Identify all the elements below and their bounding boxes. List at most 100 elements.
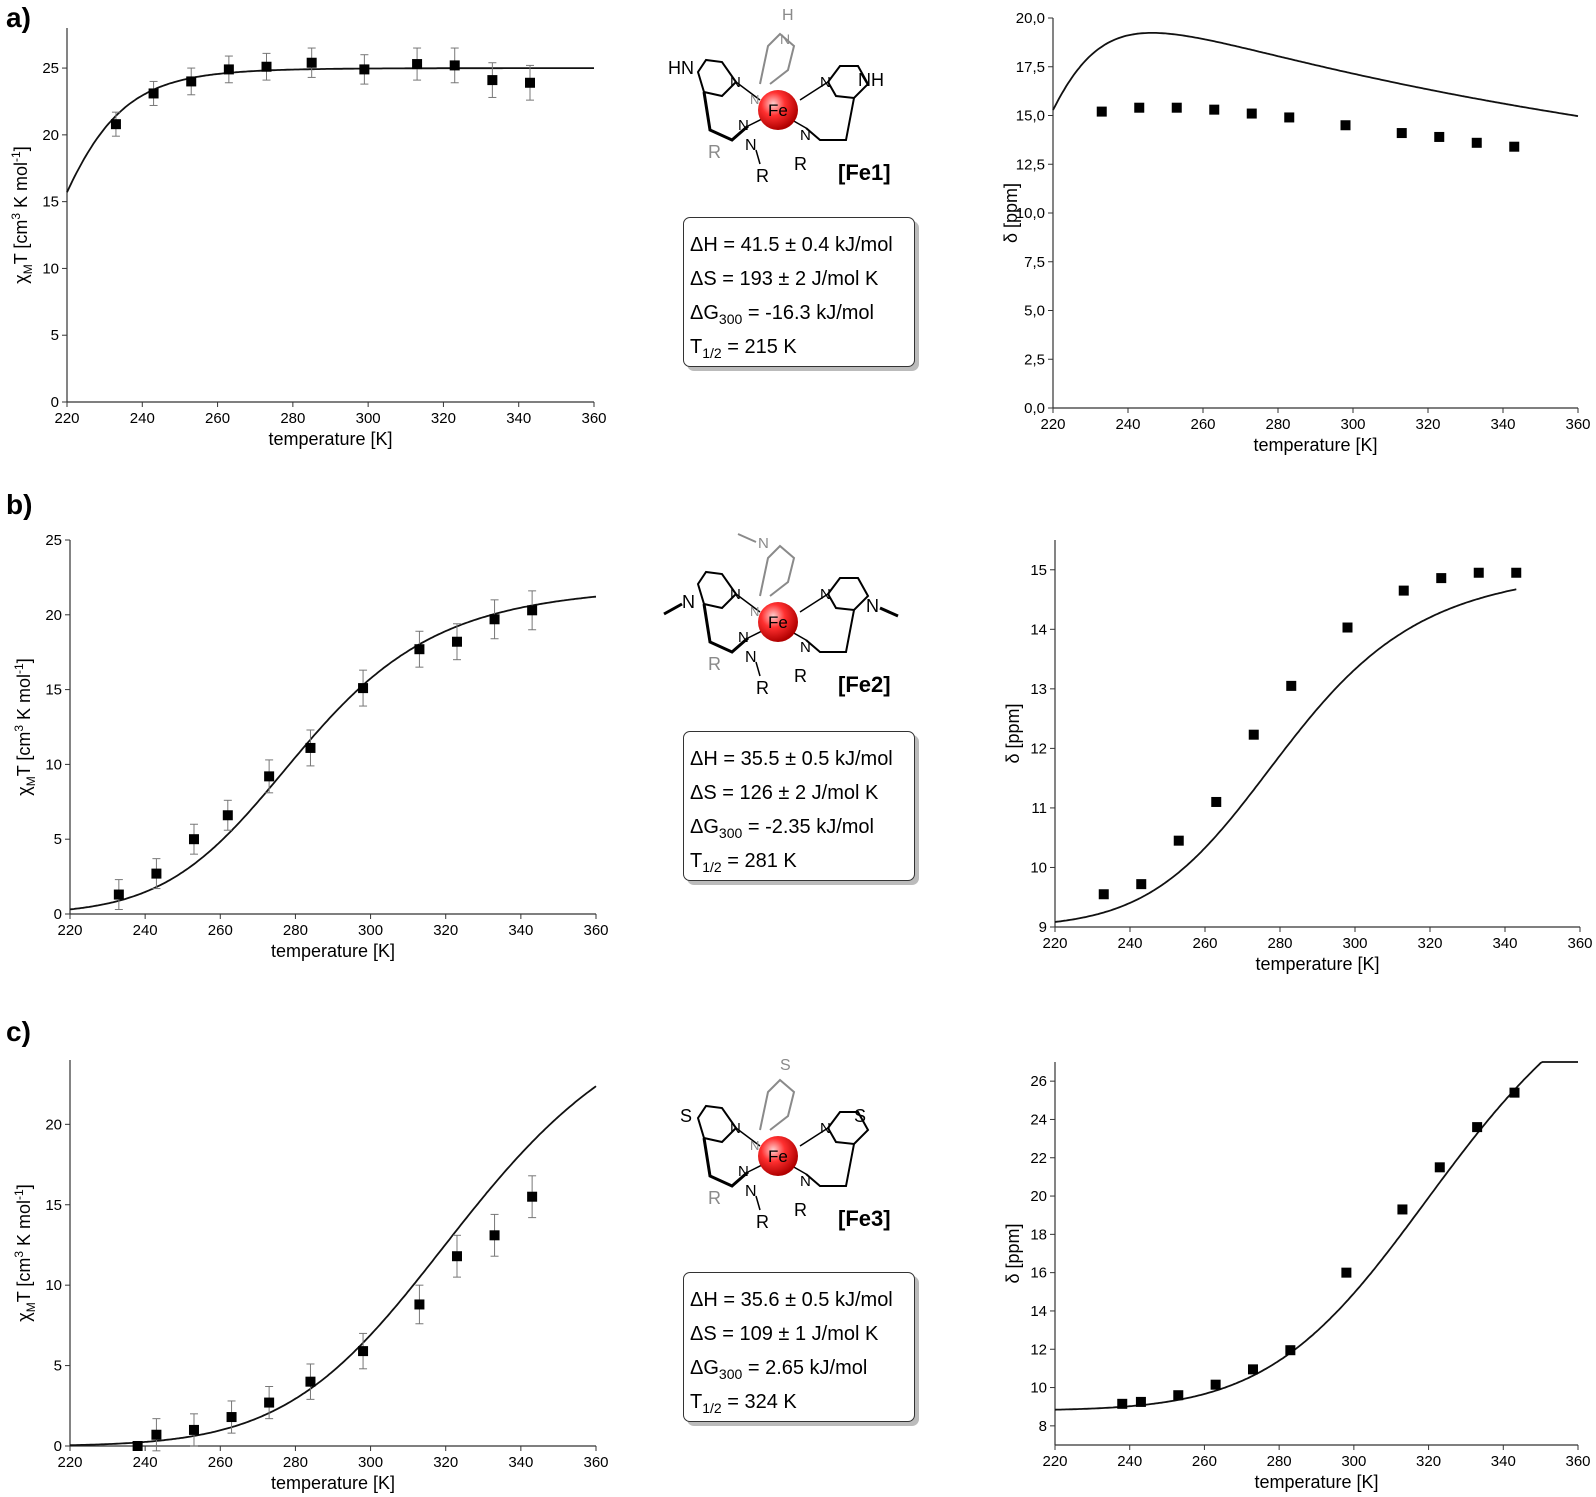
chart-a-chi: 220 240 260 280 300 320 340 360 0 5 10 15 20 25 temper…	[9, 28, 607, 449]
x-tick-label: 320	[1416, 1453, 1441, 1470]
gibbs-value: ΔG300 = -2.35 kJ/mol	[690, 816, 874, 841]
methyl-bond-grey	[737, 533, 757, 543]
h-label-grey: H	[782, 7, 794, 24]
y-tick-label: 25	[42, 60, 59, 77]
data-point	[1096, 106, 1107, 117]
iron-atom	[758, 602, 798, 642]
x-axis-title: temperature [K]	[1254, 1472, 1378, 1492]
r-label-grey: R	[708, 1188, 721, 1208]
data-point	[449, 60, 460, 71]
data-point	[1173, 835, 1184, 846]
r-label: R	[756, 1212, 769, 1232]
y-tick-label: 20	[45, 1116, 62, 1133]
x-tick-label: 280	[280, 410, 305, 427]
y-tick-label: 20	[42, 127, 59, 144]
data-point	[151, 1429, 162, 1440]
panel-label-b: b)	[6, 489, 33, 520]
x-tick-label: 340	[506, 410, 531, 427]
data-point	[1509, 141, 1520, 152]
n-label-grey: N	[758, 535, 769, 552]
x-tick-label: 280	[1265, 416, 1290, 433]
data-point	[1396, 128, 1407, 139]
data-point	[1285, 1345, 1296, 1356]
y-tick-label: 15	[42, 194, 59, 211]
n-label: N	[800, 127, 811, 144]
x-tick-label: 240	[1115, 416, 1140, 433]
fit-curve	[70, 1085, 597, 1447]
x-tick-label: 340	[1490, 416, 1515, 433]
data-point	[359, 64, 370, 75]
r-label: R	[794, 154, 807, 174]
x-tick-label: 240	[133, 1454, 158, 1471]
compound-label: [Fe3]	[838, 1206, 891, 1231]
r-label-grey: R	[708, 654, 721, 674]
x-axis-title: temperature [K]	[271, 941, 395, 961]
y-tick-label: 16	[1030, 1265, 1047, 1282]
x-axis-title: temperature [K]	[268, 429, 392, 449]
data-point	[1471, 137, 1482, 148]
s-label-grey: S	[780, 1057, 791, 1074]
data-point	[1247, 1364, 1258, 1375]
x-tick-label: 260	[208, 922, 233, 939]
n-label: N	[738, 117, 749, 134]
y-tick-label: 12,5	[1016, 156, 1045, 173]
x-axis-title: temperature [K]	[1253, 435, 1377, 455]
data-point	[414, 1299, 425, 1310]
iron-atom	[758, 1136, 798, 1176]
r-label: R	[794, 666, 807, 686]
y-tick-label: 15,0	[1016, 108, 1045, 125]
data-point	[226, 1412, 237, 1423]
bond	[799, 593, 829, 613]
n-label: N	[820, 1120, 831, 1137]
x-tick-label: 280	[1267, 935, 1292, 952]
n-label: N	[730, 1120, 741, 1137]
chart-b-nmr: 220 240 260 280 300 320 340 360 9 10 11 12 13 14 15 tem…	[1003, 540, 1593, 974]
thermo-box-fe3: ΔH = 35.6 ± 0.5 kJ/mol ΔS = 109 ± 1 J/mo…	[683, 1272, 915, 1422]
s-label: S	[854, 1106, 866, 1126]
data-point	[1171, 102, 1182, 113]
x-axis-title: temperature [K]	[271, 1473, 395, 1493]
data-point	[1472, 1122, 1483, 1133]
panel-label-c: c)	[6, 1016, 31, 1047]
data-point	[188, 834, 199, 845]
y-tick-label: 22	[1030, 1150, 1047, 1167]
x-tick-label: 300	[1340, 416, 1365, 433]
data-point	[113, 889, 124, 900]
data-point	[414, 644, 425, 655]
compound-label: [Fe2]	[838, 672, 891, 697]
data-point	[1340, 120, 1351, 131]
data-point	[525, 77, 536, 88]
n-label: N	[738, 629, 749, 646]
iron-label: Fe	[768, 101, 788, 120]
data-point	[1135, 1396, 1146, 1407]
x-tick-label: 300	[1341, 1453, 1366, 1470]
x-tick-label: 320	[1417, 935, 1442, 952]
chart-b-chi: 220 240 260 280 300 320 340 360 0 5 10 15 20 25 temper…	[12, 532, 609, 961]
right-ring	[826, 65, 870, 100]
right-chelate	[805, 1143, 855, 1187]
right-chelate	[805, 609, 855, 653]
y-tick-label: 12	[1030, 1341, 1047, 1358]
y-tick-label: 5	[54, 831, 62, 848]
x-tick-label: 240	[130, 410, 155, 427]
y-tick-label: 14	[1030, 621, 1047, 638]
x-axis-title: temperature [K]	[1255, 954, 1379, 974]
bond	[799, 1127, 829, 1147]
x-tick-label: 220	[1042, 1453, 1067, 1470]
data-point	[1342, 622, 1353, 633]
x-tick-label: 300	[358, 1454, 383, 1471]
data-point	[261, 61, 272, 72]
x-tick-label: 320	[1415, 416, 1440, 433]
y-axis-title: δ [ppm]	[1003, 703, 1023, 763]
data-point	[264, 1397, 275, 1408]
entropy-value: ΔS = 193 ± 2 J/mol K	[690, 268, 879, 290]
data-point	[1473, 567, 1484, 578]
n-label: N	[730, 74, 741, 91]
y-tick-label: 8	[1039, 1418, 1047, 1435]
x-tick-label: 240	[1117, 935, 1142, 952]
y-tick-label: 26	[1030, 1073, 1047, 1090]
data-point	[1286, 680, 1297, 691]
x-tick-label: 280	[1267, 1453, 1292, 1470]
